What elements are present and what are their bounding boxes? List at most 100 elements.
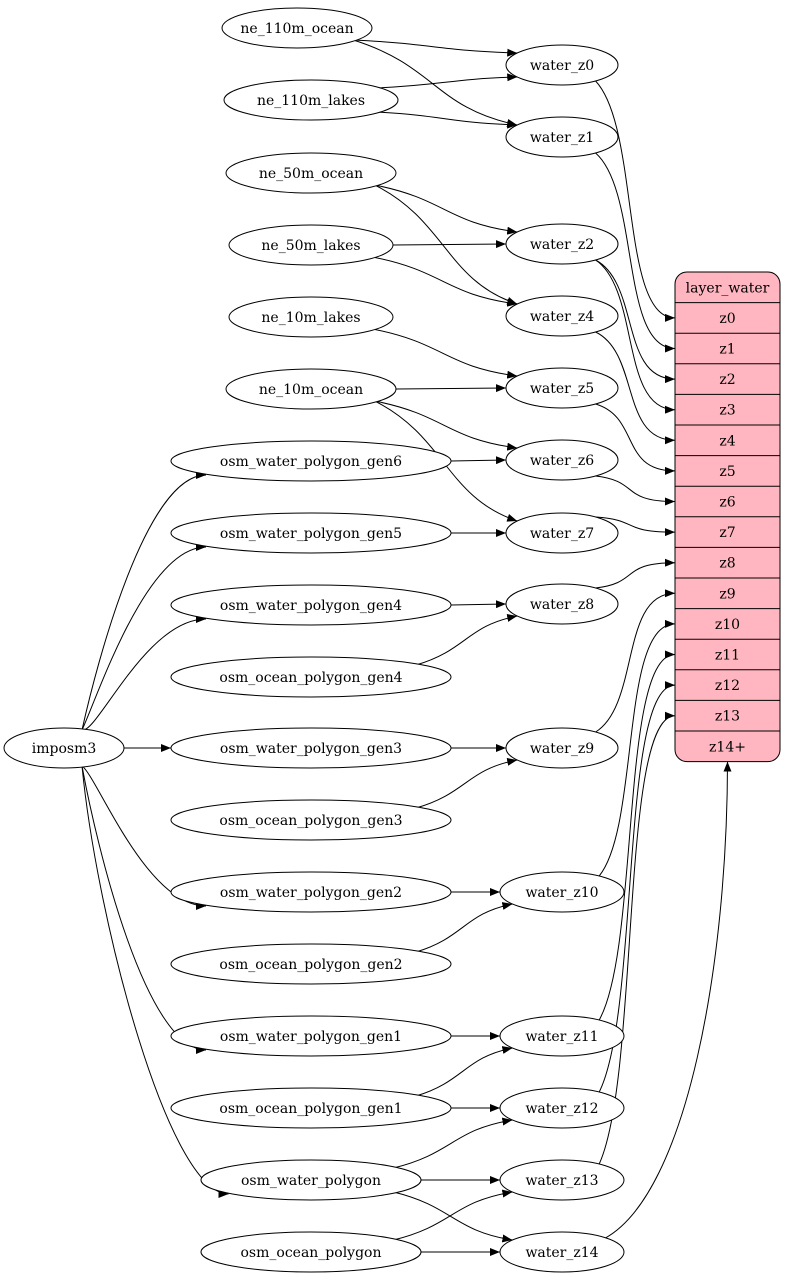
edge-wp-to-z12 — [393, 1117, 513, 1169]
node-wg3: osm_water_polygon_gen3 — [170, 727, 452, 769]
node-label: water_z7 — [530, 526, 594, 542]
node-label: osm_water_polygon — [241, 1173, 381, 1189]
node-og1: osm_ocean_polygon_gen1 — [170, 1087, 452, 1129]
node-ne-110m-lakes: ne_110m_lakes — [223, 79, 399, 121]
node-label: ne_110m_ocean — [240, 21, 353, 37]
node-z11: water_z11 — [499, 1015, 625, 1057]
node-label: water_z14 — [525, 1245, 598, 1261]
record-field-z4: z4 — [719, 433, 735, 449]
node-label: osm_ocean_polygon_gen2 — [219, 957, 402, 973]
node-ellipse — [170, 1087, 452, 1129]
edge-ne_50m_ocean-to-z4 — [374, 184, 518, 305]
edge-ne_110m_ocean-to-z0 — [353, 39, 518, 57]
edge-ne_50m_ocean-to-z2 — [374, 184, 518, 235]
node-z2: water_z2 — [505, 223, 619, 265]
node-z1: water_z1 — [505, 116, 619, 158]
node-wp: osm_water_polygon — [200, 1159, 422, 1201]
node-label: water_z6 — [530, 453, 594, 469]
edge-z2-to-layer-z3 — [595, 259, 676, 414]
node-label: osm_water_polygon_gen3 — [220, 741, 402, 757]
edge-z0-to-layer-z0 — [595, 80, 676, 322]
node-z9: water_z9 — [505, 727, 619, 769]
node-ellipse — [170, 584, 452, 626]
edge-wg6-to-z6 — [450, 456, 507, 465]
edge-og3-to-z9 — [415, 757, 518, 809]
node-label: ne_10m_ocean — [259, 382, 363, 398]
edge-z9-to-layer-z9 — [595, 589, 676, 733]
edge-imposm3-to-wg5 — [81, 543, 207, 731]
node-z8: water_z8 — [505, 583, 619, 625]
edge-ne_10m_ocean-to-z6 — [374, 400, 518, 451]
node-ellipse — [505, 44, 619, 86]
node-label: water_z10 — [525, 885, 598, 901]
node-wg4: osm_water_polygon_gen4 — [170, 584, 452, 626]
record-field-z1: z1 — [719, 342, 735, 358]
node-label: osm_water_polygon_gen6 — [220, 454, 402, 470]
node-ellipse — [3, 727, 125, 769]
node-label: water_z4 — [530, 309, 594, 325]
node-ellipse — [505, 295, 619, 337]
edge-ne_110m_lakes-to-z1 — [376, 111, 518, 129]
node-label: water_z8 — [530, 597, 594, 613]
node-ellipse — [228, 224, 394, 266]
node-ellipse — [225, 368, 397, 410]
record-field-z0: z0 — [719, 311, 735, 327]
node-ellipse — [228, 296, 394, 338]
node-ellipse — [170, 727, 452, 769]
edge-z5-to-layer-z5 — [595, 403, 676, 475]
edge-imposm3-to-wg6 — [81, 471, 207, 731]
node-op: osm_ocean_polygon — [200, 1231, 422, 1273]
node-ellipse — [499, 871, 625, 913]
node-z10: water_z10 — [499, 871, 625, 913]
node-wg2: osm_water_polygon_gen2 — [170, 871, 452, 913]
node-ellipse — [499, 1087, 625, 1129]
edge-wp-to-z14 — [393, 1191, 513, 1243]
node-ellipse — [200, 1231, 422, 1273]
node-label: osm_water_polygon_gen2 — [220, 885, 402, 901]
node-label: osm_ocean_polygon_gen3 — [219, 813, 402, 829]
edge-ne_10m_ocean-to-z5 — [395, 384, 507, 393]
edge-ne_50m_lakes-to-z2 — [392, 240, 507, 249]
node-ne-50m-ocean: ne_50m_ocean — [225, 152, 397, 194]
edge-ne_110m_lakes-to-z0 — [376, 73, 518, 89]
node-ellipse — [505, 223, 619, 265]
node-label: water_z13 — [525, 1173, 598, 1189]
node-ellipse — [200, 1159, 422, 1201]
node-z5: water_z5 — [505, 367, 619, 409]
edge-op-to-z13 — [393, 1189, 513, 1241]
record-field-z3: z3 — [719, 403, 735, 419]
node-ellipse — [170, 871, 452, 913]
node-z7: water_z7 — [505, 512, 619, 554]
edge-z10-to-layer-z10 — [598, 619, 676, 877]
edge-imposm3-to-wg4 — [81, 615, 207, 731]
record-field-z6: z6 — [719, 495, 735, 511]
edge-ne_110m_ocean-to-z1 — [353, 39, 518, 127]
node-label: osm_ocean_polygon_gen1 — [219, 1101, 402, 1117]
node-ellipse — [170, 656, 452, 698]
node-label: water_z5 — [530, 381, 594, 397]
node-ellipse — [505, 367, 619, 409]
edge-ne_50m_lakes-to-z4 — [372, 256, 518, 307]
layer-water-record: layer_water z0 z1 z2 z3 z4 z5 z6 z7 z8 z9 z10 z11 z12… — [674, 271, 781, 763]
node-wg1: osm_water_polygon_gen1 — [170, 1015, 452, 1057]
node-label: water_z2 — [530, 237, 594, 253]
node-wg6: osm_water_polygon_gen6 — [170, 440, 452, 482]
node-ellipse — [499, 1231, 625, 1273]
node-label: osm_water_polygon_gen1 — [220, 1029, 402, 1045]
edge-wg4-to-z8 — [450, 600, 507, 609]
node-ne-110m-ocean: ne_110m_ocean — [221, 7, 373, 49]
record-field-z12: z12 — [715, 678, 740, 694]
node-label: ne_110m_lakes — [257, 93, 365, 109]
record-field-z7: z7 — [719, 525, 735, 541]
record-field-z8: z8 — [719, 556, 735, 572]
node-z4: water_z4 — [505, 295, 619, 337]
record-field-z13: z13 — [715, 709, 740, 725]
node-z6: water_z6 — [505, 439, 619, 481]
node-ellipse — [170, 1015, 452, 1057]
record-field-z5: z5 — [719, 464, 735, 480]
node-ellipse — [223, 79, 399, 121]
node-label: imposm3 — [32, 741, 97, 757]
node-ellipse — [505, 116, 619, 158]
node-ellipse — [170, 512, 452, 554]
edge-z1-to-layer-z1 — [595, 152, 676, 353]
